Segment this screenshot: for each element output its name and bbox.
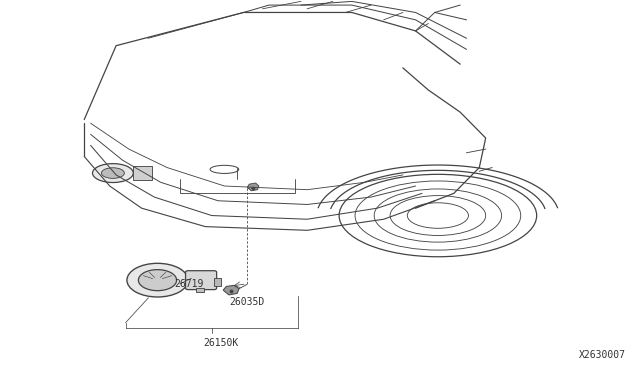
Ellipse shape [127, 263, 188, 297]
Ellipse shape [93, 164, 133, 183]
Ellipse shape [101, 168, 124, 179]
FancyBboxPatch shape [186, 271, 217, 290]
Ellipse shape [138, 270, 177, 291]
Text: X2630007: X2630007 [579, 350, 626, 359]
Bar [196, 288, 204, 292]
Text: 26035D: 26035D [229, 297, 264, 307]
Polygon shape [247, 183, 259, 191]
Text: 26150K: 26150K [204, 338, 239, 348]
Bar [214, 278, 221, 286]
Bar [133, 166, 152, 180]
Polygon shape [223, 285, 239, 295]
Text: 26719: 26719 [175, 279, 204, 289]
